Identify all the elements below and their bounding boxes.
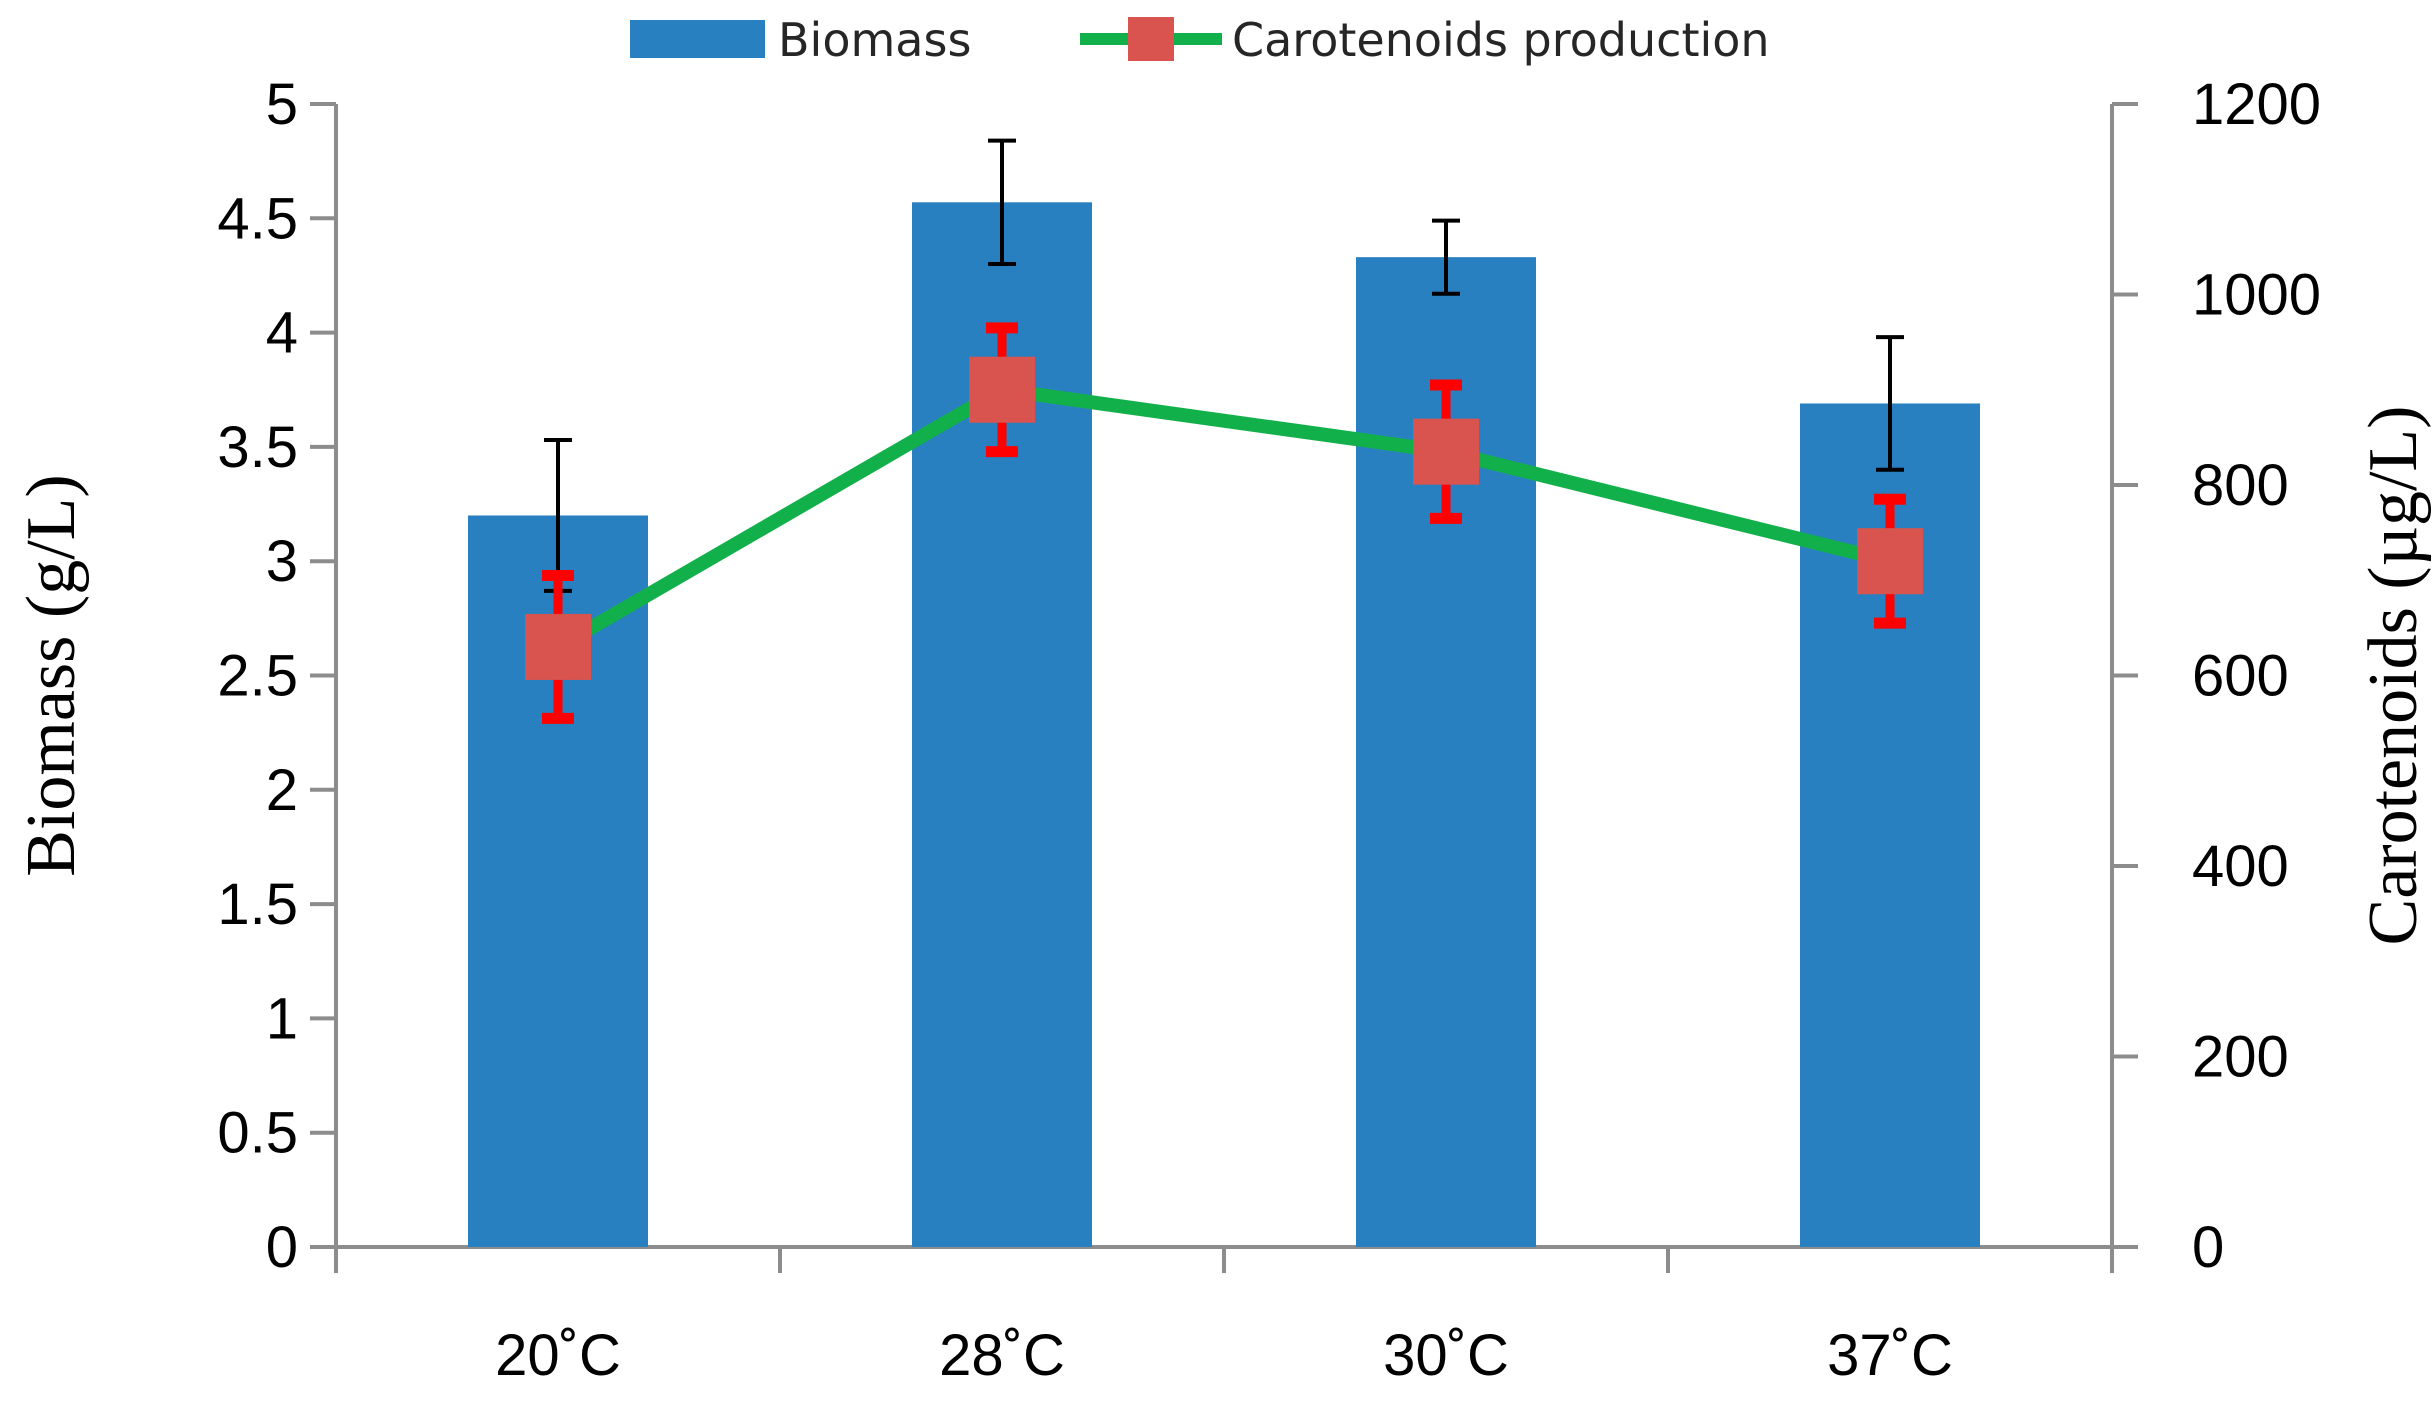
left-tick-label: 0.5	[217, 1101, 298, 1166]
left-tick-label: 5	[266, 72, 298, 137]
legend-swatch-biomass	[630, 20, 765, 58]
right-tick-label: 200	[2192, 1025, 2289, 1090]
left-tick-label: 4	[266, 301, 298, 366]
right-tick-label: 1000	[2192, 263, 2321, 328]
x-tick-label: 28˚C	[939, 1323, 1065, 1388]
carotenoids-marker	[525, 613, 591, 680]
right-tick-label: 400	[2192, 834, 2289, 899]
legend-label-carotenoids: Carotenoids production	[1232, 13, 1770, 67]
right-axis-title: Carotenoids (µg/L)	[2355, 406, 2432, 946]
legend-label-biomass: Biomass	[778, 13, 971, 67]
x-tick-label: 20˚C	[495, 1323, 621, 1388]
left-tick-label: 2	[266, 758, 298, 823]
carotenoids-marker	[969, 356, 1035, 423]
x-tick-label: 30˚C	[1383, 1323, 1509, 1388]
legend: Biomass Carotenoids production	[630, 13, 1770, 67]
left-tick-label: 3	[266, 529, 298, 594]
carotenoids-marker	[1413, 418, 1479, 485]
left-tick-label: 1	[266, 986, 298, 1051]
left-axis-title: Biomass (g/L)	[13, 474, 90, 876]
carotenoids-series	[525, 322, 1923, 724]
legend-swatch-carotenoids-marker	[1128, 17, 1174, 61]
right-tick-label: 1200	[2192, 72, 2321, 137]
right-tick-label: 600	[2192, 644, 2289, 709]
left-tick-label: 3.5	[217, 415, 298, 480]
carotenoids-line	[554, 382, 1892, 653]
right-tick-label: 0	[2192, 1215, 2224, 1280]
left-tick-label: 0	[266, 1215, 298, 1280]
biomass-series	[468, 138, 1980, 1248]
axis-labels: 0 0.5 1 1.5 2 2.5 3 3.5 4 4.5 5 0 200 400 600 800 1000 12…	[13, 72, 2432, 1388]
left-tick-label: 2.5	[217, 644, 298, 709]
left-tick-label: 1.5	[217, 872, 298, 937]
carotenoids-marker	[1857, 528, 1923, 595]
left-tick-label: 4.5	[217, 186, 298, 251]
right-tick-label: 800	[2192, 453, 2289, 518]
x-tick-label: 37˚C	[1827, 1323, 1953, 1388]
